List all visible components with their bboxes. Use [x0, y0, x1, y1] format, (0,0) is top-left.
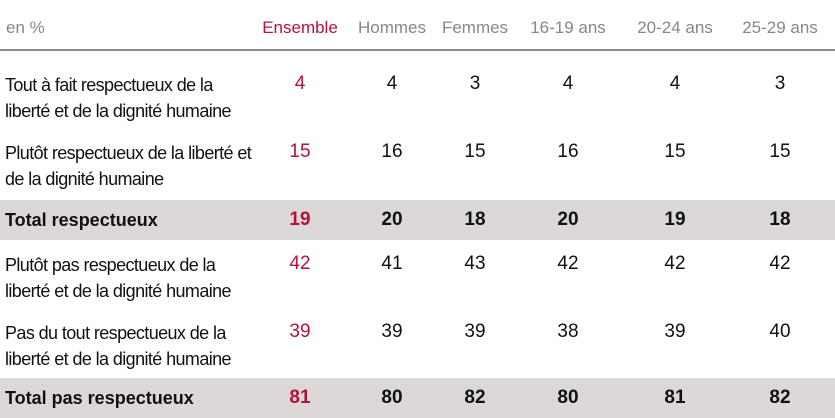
cell-value: 39: [381, 321, 403, 342]
cell-value: 4: [294, 73, 306, 94]
cell-value: 16: [557, 141, 579, 162]
total-row-label: Total respectueux: [5, 210, 158, 230]
cell-value: 39: [289, 321, 311, 342]
column-header: Hommes: [357, 18, 427, 37]
cell-value: 4: [562, 73, 574, 94]
cell-value: 42: [557, 253, 579, 274]
cell-value: 39: [464, 321, 486, 342]
cell-value: 42: [769, 253, 791, 274]
cell-value: 15: [664, 141, 686, 162]
cell-value: 4: [669, 73, 681, 94]
cell-value: 39: [664, 321, 686, 342]
cell-value: 18: [464, 209, 486, 230]
total-row-band: [0, 378, 835, 418]
cell-value: 80: [381, 387, 403, 408]
cell-value: 41: [381, 253, 403, 274]
cell-value: 18: [769, 209, 791, 230]
total-row-band: [0, 200, 835, 240]
cell-value: 15: [464, 141, 486, 162]
column-header: Femmes: [441, 18, 509, 37]
column-header: Ensemble: [262, 18, 338, 37]
row-label: Tout à fait respectueux de la liberté et…: [5, 75, 232, 121]
cell-value: 82: [769, 387, 791, 408]
cell-value: 4: [386, 73, 398, 94]
cell-value: 15: [769, 141, 791, 162]
row-label: Pas du tout respectueux de la liberté et…: [5, 323, 232, 369]
row-label: Plutôt pas respectueux de la liberté et …: [5, 255, 232, 301]
total-row-label: Total pas respectueux: [5, 388, 194, 408]
cell-value: 38: [557, 321, 579, 342]
column-header: 20-24 ans: [637, 18, 713, 37]
unit-label: en %: [6, 18, 45, 37]
cell-value: 81: [289, 387, 311, 408]
cell-value: 3: [469, 73, 481, 94]
cell-value: 81: [664, 387, 686, 408]
cell-value: 42: [289, 253, 311, 274]
cell-value: 15: [289, 141, 311, 162]
cell-value: 20: [557, 209, 579, 230]
row-label: Plutôt respectueux de la liberté et de l…: [5, 143, 252, 189]
cell-value: 43: [464, 253, 486, 274]
cell-value: 19: [664, 209, 686, 230]
cell-value: 20: [381, 209, 403, 230]
cell-value: 3: [774, 73, 786, 94]
cell-value: 40: [769, 321, 791, 342]
cell-value: 19: [289, 209, 311, 230]
cell-value: 82: [464, 387, 486, 408]
cell-value: 16: [381, 141, 403, 162]
cell-value: 80: [557, 387, 579, 408]
header-divider: [0, 49, 835, 51]
column-header: 16-19 ans: [530, 18, 606, 37]
cell-value: 42: [664, 253, 686, 274]
column-header: 25-29 ans: [742, 18, 818, 37]
